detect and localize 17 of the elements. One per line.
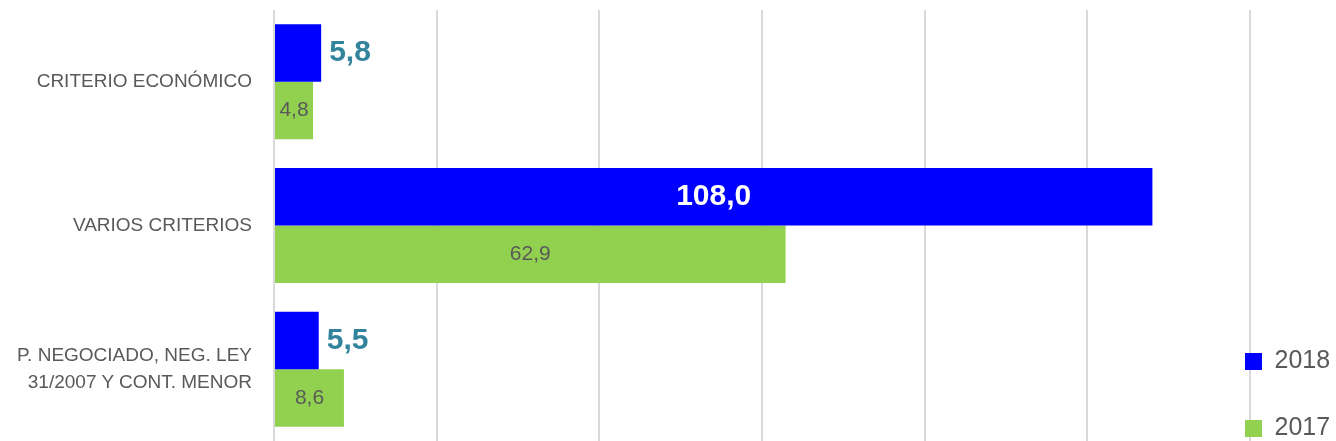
- y-tick-label: VARIOS CRITERIOS: [72, 213, 252, 235]
- data-label: 108,0: [676, 178, 752, 212]
- bar: [275, 311, 319, 370]
- y-tick-label: CRITERIO ECONÓMICO: [36, 70, 252, 92]
- bar: [275, 24, 322, 82]
- legend-label: 2017: [1274, 412, 1331, 441]
- data-label: 62,9: [509, 241, 551, 265]
- bar: [275, 81, 314, 140]
- data-label: 5,8: [329, 34, 371, 68]
- bar: [275, 369, 344, 427]
- data-label: 5,5: [326, 321, 369, 355]
- bar: [275, 225, 786, 283]
- data-label: 4,8: [279, 97, 309, 121]
- bar: [275, 168, 1153, 226]
- data-label: 8,6: [294, 384, 325, 408]
- legend-label: 2018: [1274, 345, 1331, 374]
- y-tick-label: P. NEGOCIADO, NEG. LEY 31/2007 Y CONT. MENOR: [16, 343, 253, 393]
